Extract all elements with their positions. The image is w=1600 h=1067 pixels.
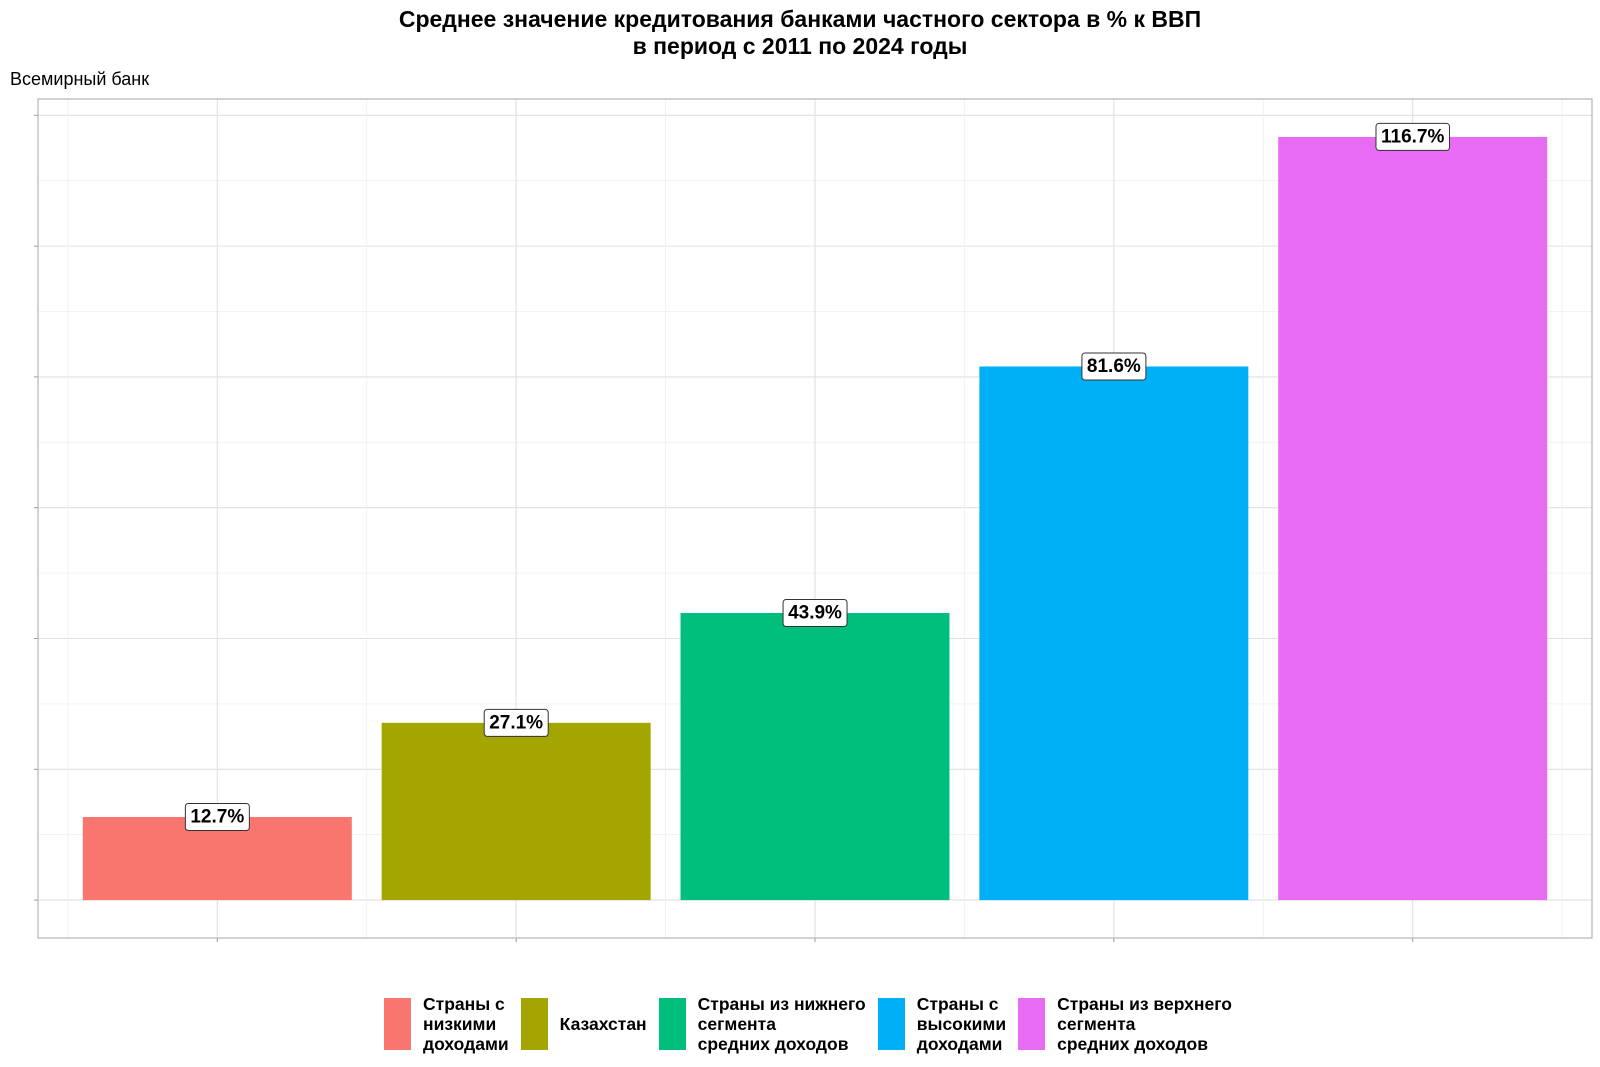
legend-item: Страны с высокими доходами (877, 994, 1007, 1054)
data-label: 27.1% (483, 708, 549, 737)
legend-label: Страны из нижнего сегмента средних доход… (697, 994, 866, 1054)
data-label-box (483, 708, 549, 737)
bar (680, 612, 950, 901)
legend-item: Страны из верхнего сегмента средних дохо… (1018, 994, 1232, 1054)
legend-label: Страны с низкими доходами (423, 994, 509, 1054)
legend-key (1018, 998, 1046, 1050)
data-label-text: 27.1% (489, 712, 543, 733)
bar-chart: 12.7% 27.1% 43.9% 81.6% 116.7% (34, 98, 1593, 942)
data-label-text: 116.7% (1381, 126, 1444, 147)
data-label: 81.6% (1081, 352, 1147, 381)
chart-title-line-1: Среднее значение кредитования банками ча… (398, 6, 1202, 32)
legend-item: Страны с низкими доходами (384, 994, 509, 1054)
data-label-box (184, 803, 250, 832)
legend-key (384, 998, 411, 1050)
legend-label: Страны с высокими доходами (916, 994, 1007, 1054)
chart-subtitle: Всемирный банк (10, 69, 150, 89)
chart-title: Среднее значение кредитования банками ча… (0, 6, 1600, 60)
data-label-text: 81.6% (1087, 356, 1141, 377)
data-label: 12.7% (184, 803, 250, 832)
data-label-box (782, 598, 848, 627)
legend-label: Страны из верхнего сегмента средних дохо… (1057, 994, 1232, 1054)
legend-item: Страны из нижнего сегмента средних доход… (658, 994, 866, 1054)
bar (381, 722, 651, 901)
legend-item: Казахстан (520, 998, 647, 1050)
data-label-box (1375, 122, 1450, 151)
bar (1278, 136, 1548, 901)
plot-panel-border (37, 98, 1593, 939)
chart-title-line-2: в период с 2011 по 2024 годы (632, 33, 968, 59)
legend-label: Казахстан (559, 1014, 647, 1034)
value-labels: 12.7% 27.1% 43.9% 81.6% 116.7% (184, 122, 1450, 832)
legend: Страны с низкими доходами Казахстан Страны… (384, 994, 1244, 1054)
bar (979, 366, 1249, 901)
data-label-text: 43.9% (788, 602, 842, 623)
legend-key (658, 998, 686, 1050)
data-label-text: 12.7% (190, 807, 244, 828)
legend-key (877, 998, 905, 1050)
data-label-box (1081, 352, 1147, 381)
data-label: 116.7% (1375, 122, 1450, 151)
data-label: 43.9% (782, 598, 848, 627)
legend-key (520, 998, 548, 1050)
